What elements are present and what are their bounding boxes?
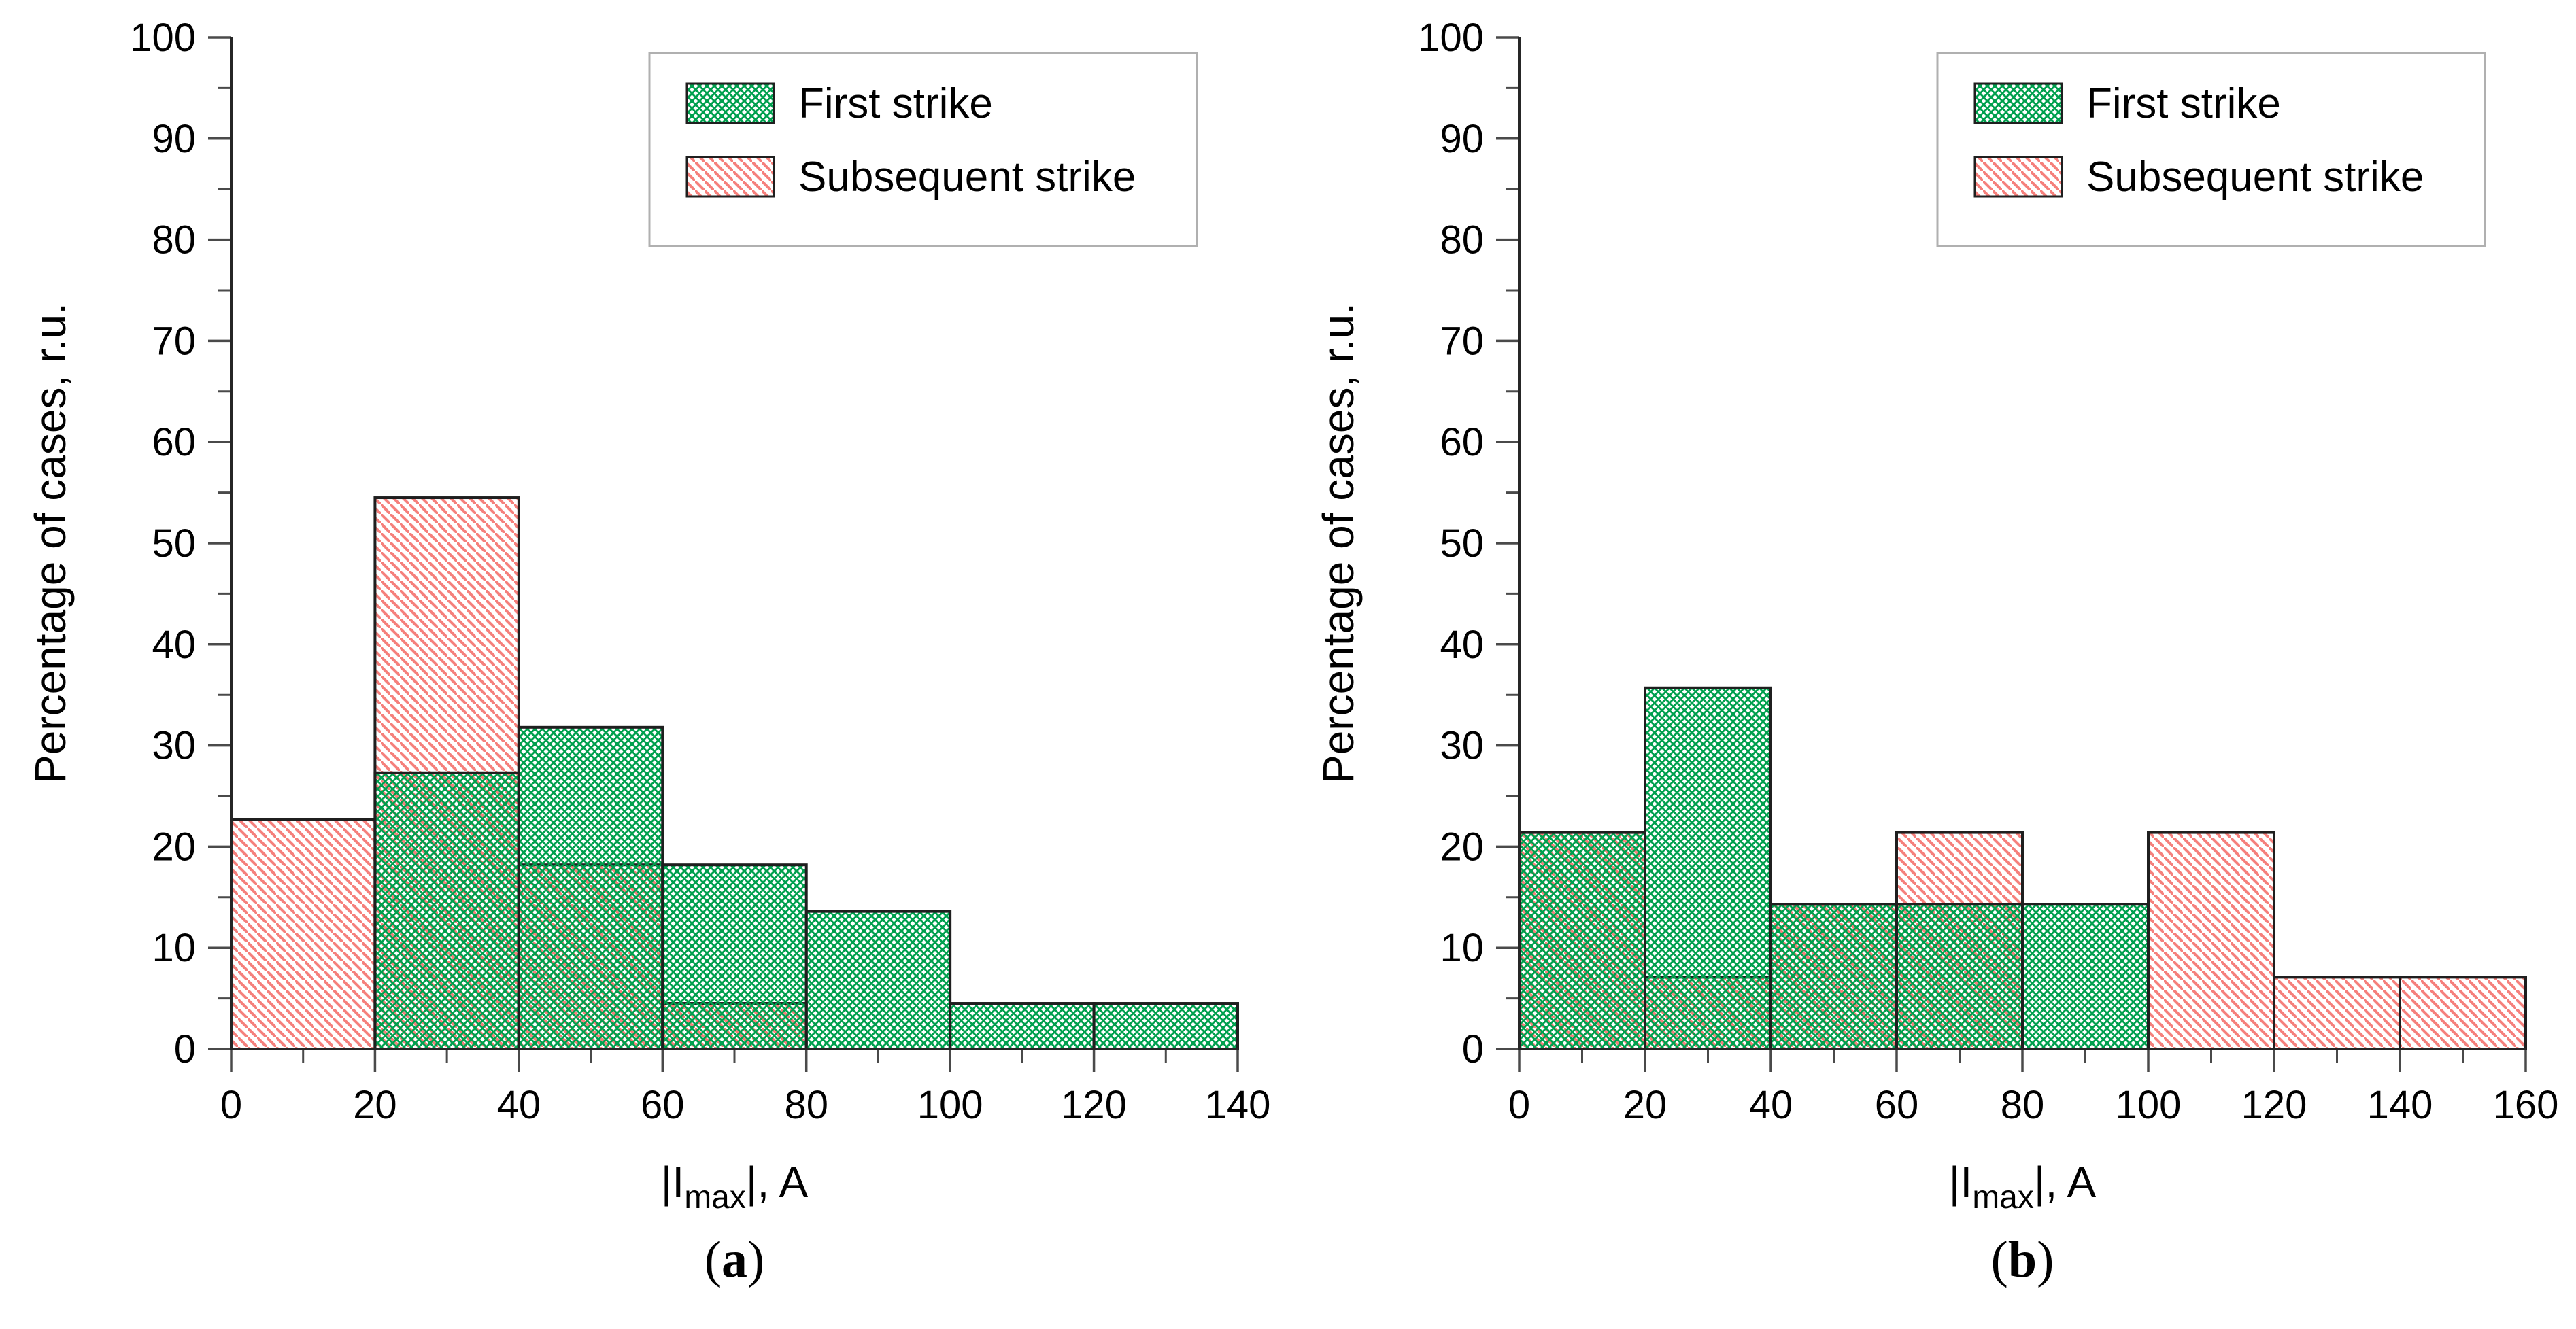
y-tick-label: 40 — [152, 623, 196, 667]
y-tick-label: 30 — [1440, 724, 1484, 768]
y-tick-label: 80 — [152, 218, 196, 262]
y-tick-label: 80 — [1440, 218, 1484, 262]
bar-first_strike-80-100 — [2021, 903, 2150, 1050]
y-tick-label: 10 — [152, 926, 196, 970]
y-tick-label: 40 — [1440, 623, 1484, 667]
bar-subsequent_strike-100-120 — [2147, 831, 2275, 1050]
y-tick-label: 20 — [1440, 825, 1484, 869]
x-tick-label: 20 — [353, 1083, 397, 1127]
tick-labels: 0 10 20 30 40 50 60 70 80 90 100 0 20 40 60 80 100 120 140… — [1418, 16, 2558, 1127]
y-axis-title: Percentage of cases, r.u. — [26, 303, 75, 784]
bar-first_strike-120-140 — [1092, 1002, 1239, 1051]
bars — [230, 496, 1239, 1051]
legend: First strike Subsequent strike — [1936, 52, 2486, 247]
x-tick-label: 20 — [1623, 1083, 1667, 1127]
bar-first_strike-100-120 — [949, 1002, 1096, 1051]
legend-label-first_strike: First strike — [2086, 80, 2281, 127]
y-tick-label: 70 — [1440, 319, 1484, 363]
y-axis-title: Percentage of cases, r.u. — [1314, 303, 1363, 784]
y-tick-label: 20 — [152, 825, 196, 869]
legend: First strike Subsequent strike — [648, 52, 1198, 247]
y-tick-label: 90 — [1440, 117, 1484, 161]
y-tick-label: 50 — [1440, 521, 1484, 566]
y-tick-label: 70 — [152, 319, 196, 363]
x-tick-label: 60 — [641, 1083, 685, 1127]
y-tick-label: 60 — [1440, 420, 1484, 464]
bar-first_strike-60-80 — [661, 863, 808, 1050]
legend-swatch-subsequent_strike — [685, 156, 775, 198]
caption-letter-a: a — [722, 1231, 747, 1288]
x-title-post: |, A — [746, 1158, 809, 1207]
legend-label-first_strike: First strike — [798, 80, 993, 127]
x-tick-label: 40 — [1749, 1083, 1793, 1127]
x-title-pre: |I — [1949, 1158, 1972, 1207]
bars — [1518, 686, 2527, 1051]
tick-labels: 0 10 20 30 40 50 60 70 80 90 100 0 20 40 60 80 100 120 140 — [130, 16, 1270, 1127]
caption-open-paren: ( — [1990, 1231, 2008, 1288]
bar-first_strike-60-80 — [1895, 903, 2024, 1050]
y-tick-label: 60 — [152, 420, 196, 464]
panel-caption-a: (a) — [231, 1231, 1238, 1289]
x-tick-label: 100 — [917, 1083, 983, 1127]
x-axis-title: |Imax|, A — [661, 1158, 809, 1215]
legend-swatch-first_strike — [1973, 82, 2063, 124]
x-title-subscript: max — [1972, 1179, 2034, 1215]
x-tick-label: 140 — [1205, 1083, 1271, 1127]
bar-first_strike-40-60 — [517, 725, 664, 1051]
ticks — [208, 36, 1239, 1072]
y-tick-label: 0 — [174, 1027, 196, 1071]
y-tick-label: 100 — [130, 16, 196, 60]
x-tick-label: 40 — [497, 1083, 541, 1127]
ticks — [1496, 36, 2527, 1072]
bar-first_strike-80-100 — [804, 910, 952, 1050]
legend-label-subsequent_strike: Subsequent strike — [2086, 154, 2424, 201]
bar-subsequent_strike-140-160 — [2399, 976, 2527, 1051]
legend-swatch-first_strike — [685, 82, 775, 124]
bar-first_strike-0-20 — [1518, 831, 1646, 1050]
axes — [1518, 37, 2526, 1050]
y-tick-label: 0 — [1462, 1027, 1484, 1071]
x-title-post: |, A — [2034, 1158, 2097, 1207]
bar-first_strike-20-40 — [373, 771, 520, 1050]
x-tick-label: 0 — [220, 1083, 242, 1127]
histogram-chart-b: 0 10 20 30 40 50 60 70 80 90 100 0 20 40 60 80 100 120 140… — [1314, 16, 2558, 1215]
y-tick-label: 90 — [152, 117, 196, 161]
panel-a: 0 10 20 30 40 50 60 70 80 90 100 0 20 40 60 80 100 120 140… — [26, 16, 1270, 1289]
y-tick-label: 100 — [1418, 16, 1484, 60]
x-tick-label: 0 — [1508, 1083, 1530, 1127]
legend-swatch-subsequent_strike — [1973, 156, 2063, 198]
x-tick-label: 60 — [1875, 1083, 1919, 1127]
caption-open-paren: ( — [704, 1231, 722, 1288]
y-tick-label: 50 — [152, 521, 196, 566]
x-tick-label: 160 — [2493, 1083, 2559, 1127]
legend-label-subsequent_strike: Subsequent strike — [798, 154, 1136, 201]
caption-letter-b: b — [2007, 1231, 2037, 1288]
x-tick-label: 100 — [2116, 1083, 2182, 1127]
y-tick-label: 10 — [1440, 926, 1484, 970]
x-tick-label: 80 — [784, 1083, 828, 1127]
bar-subsequent_strike-0-20 — [230, 818, 377, 1050]
x-tick-label: 80 — [2001, 1083, 2045, 1127]
panel-caption-b: (b) — [1519, 1231, 2526, 1289]
caption-close-paren: ) — [2037, 1231, 2054, 1288]
bar-first_strike-40-60 — [1769, 903, 1898, 1050]
bar-first_strike-20-40 — [1644, 686, 1772, 1050]
y-tick-label: 30 — [152, 724, 196, 768]
caption-close-paren: ) — [747, 1231, 765, 1288]
panel-b: 0 10 20 30 40 50 60 70 80 90 100 0 20 40 60 80 100 120 140… — [1288, 0, 2576, 1329]
x-axis-title: |Imax|, A — [1949, 1158, 2097, 1215]
histogram-chart-a: 0 10 20 30 40 50 60 70 80 90 100 0 20 40 60 80 100 120 140… — [26, 16, 1270, 1215]
x-tick-label: 120 — [1061, 1083, 1127, 1127]
bar-subsequent_strike-120-140 — [2273, 976, 2401, 1051]
x-tick-label: 140 — [2367, 1083, 2433, 1127]
x-title-subscript: max — [684, 1179, 746, 1215]
x-title-pre: |I — [661, 1158, 684, 1207]
axes — [230, 37, 1238, 1050]
x-tick-label: 120 — [2241, 1083, 2307, 1127]
